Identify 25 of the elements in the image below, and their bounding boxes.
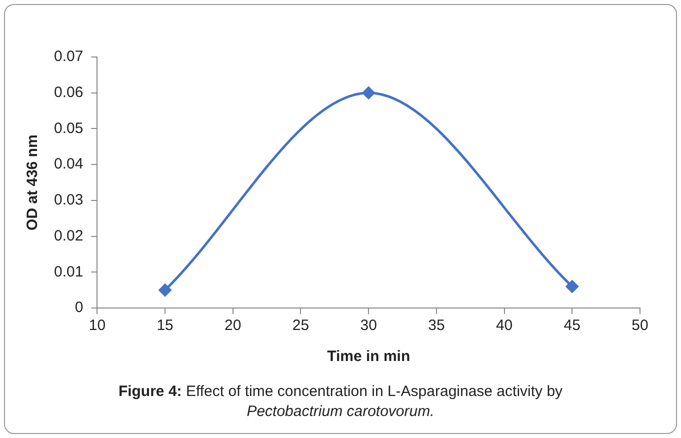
point	[566, 280, 578, 293]
x-tick-label: 20	[224, 317, 242, 334]
y-tick-label: 0.05	[54, 120, 84, 137]
caption: Figure 4:	[118, 383, 183, 400]
text: Pectobactrium carotovorum.	[246, 403, 434, 420]
x-tick-label: 40	[496, 317, 513, 334]
y-tick-label: 0.01	[54, 263, 84, 280]
y-tick-label: 0.06	[54, 84, 84, 101]
x-tick-label: 45	[564, 317, 580, 334]
y-tick-label: 0.07	[54, 48, 84, 66]
x-tick-label: 25	[292, 317, 310, 334]
y-tick-label: 0.04	[54, 156, 84, 173]
x-axis-title: Time in min	[327, 348, 410, 366]
point	[362, 86, 375, 100]
x-tick-label: 30	[360, 317, 377, 334]
point	[158, 284, 172, 296]
x-tick-label: 50	[632, 317, 648, 334]
y-tick-label: 0.03	[54, 192, 84, 209]
y-axis-title: OD at 436 nm	[24, 134, 42, 230]
text: Effect of time concentration in L-Asparaginase activity by	[186, 383, 563, 400]
x-tick-label: 10	[88, 317, 106, 334]
x-tick-label: 15	[156, 317, 174, 334]
x-tick-label: 35	[428, 317, 445, 334]
y-tick-label: 0.02	[54, 227, 84, 244]
y-tick-label: 0	[74, 299, 84, 316]
